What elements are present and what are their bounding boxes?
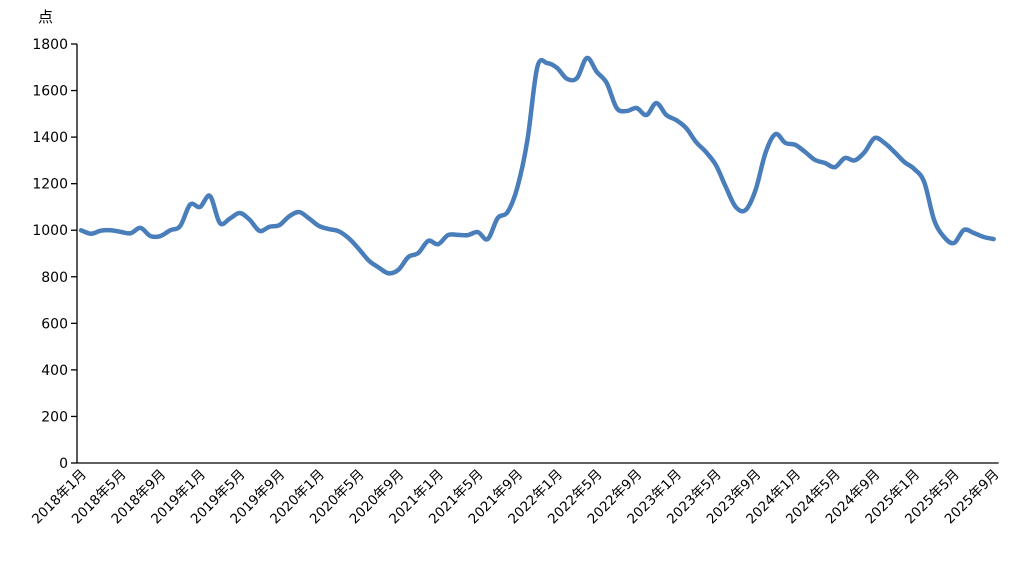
x-axis: 2018年1月2018年5月2018年9月2019年1月2019年5月2019年… xyxy=(29,462,1002,527)
y-tick-label: 800 xyxy=(41,270,68,286)
series-line xyxy=(78,55,996,276)
y-tick-label: 1400 xyxy=(32,130,68,146)
y-tick-label: 1600 xyxy=(32,84,68,100)
y-tick-label: 1200 xyxy=(32,177,68,193)
y-tick-label: 0 xyxy=(59,456,68,472)
data-points xyxy=(81,58,994,273)
y-tick-label: 1000 xyxy=(32,223,68,239)
y-tick-label: 200 xyxy=(41,409,68,425)
y-axis: 0 200 400 600 800 1000 1200 1400 1600 1800 xyxy=(32,37,78,472)
y-axis-unit-label: 点 xyxy=(38,8,53,26)
y-tick-label: 400 xyxy=(41,363,68,379)
y-tick-label: 600 xyxy=(41,316,68,332)
y-tick-label: 1800 xyxy=(32,37,68,53)
